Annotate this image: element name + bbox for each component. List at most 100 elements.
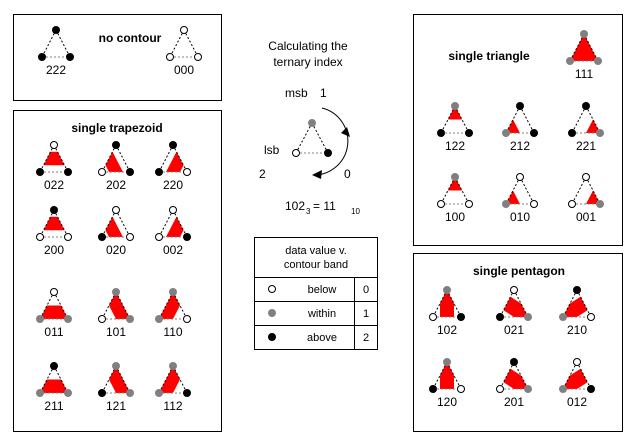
triangle-edge <box>569 33 585 62</box>
vertex-marker <box>112 288 120 296</box>
triangle-glyphs: 111 122 212 221 100 010 001 <box>437 30 604 224</box>
single-trapezoid-title: single trapezoid <box>71 121 162 135</box>
vertex-marker <box>64 233 72 241</box>
no-contour-title: no contour <box>99 31 162 45</box>
triangle-edge <box>499 289 515 318</box>
triangle-edge <box>183 29 199 58</box>
vertex-marker <box>524 385 532 393</box>
vertex-marker <box>502 200 510 208</box>
vertex-marker <box>496 385 504 393</box>
case-glyph: 110 <box>155 288 191 339</box>
vertex-marker <box>587 385 595 393</box>
vertex-marker <box>36 389 44 397</box>
vertex-marker <box>50 288 58 296</box>
vertex-marker <box>166 53 174 61</box>
triangle-edge <box>53 365 69 394</box>
vertex-marker <box>530 200 538 208</box>
case-code-label: 021 <box>504 323 524 337</box>
contour-fill-region <box>448 106 462 120</box>
triangle-edge <box>39 144 55 173</box>
triangle-edge <box>446 289 462 318</box>
triangle-edge <box>39 209 55 238</box>
vertex-marker <box>52 26 60 34</box>
vertex-marker <box>496 313 504 321</box>
vertex-marker <box>183 315 191 323</box>
triangle-edge <box>55 29 71 58</box>
case-code-label: 210 <box>567 323 587 337</box>
triangle-edge <box>101 144 117 173</box>
triangle-edge <box>39 365 55 394</box>
lsb-weight: 2 <box>259 167 266 181</box>
vertex-marker <box>169 288 177 296</box>
case-code-label: 000 <box>174 63 194 77</box>
ternary-index-explainer: Calculating the ternary index msb 1 lsb … <box>259 39 360 216</box>
legend-table: data value v. contour band below 0 within 1… <box>254 237 378 350</box>
vertex-marker <box>98 389 106 397</box>
case-glyph: 111 <box>566 30 602 81</box>
triangle-edge <box>169 29 185 58</box>
vertex-marker <box>510 286 518 294</box>
triangle-edge <box>158 144 174 173</box>
case-code-label: 221 <box>576 139 596 153</box>
vertex-marker <box>457 313 465 321</box>
example-base10-subscript: 10 <box>351 207 360 216</box>
legend-rows: below 0 within 1 above 2 <box>268 284 369 344</box>
case-glyph: 011 <box>36 288 72 339</box>
triangle-edge <box>513 361 529 390</box>
triangle-edge <box>454 105 470 134</box>
contour-fill-region <box>440 362 454 389</box>
triangle-edge <box>432 289 448 318</box>
triangle-edge <box>432 361 448 390</box>
triangle-edge <box>585 176 601 205</box>
case-code-label: 202 <box>106 178 126 192</box>
vertex-marker <box>98 315 106 323</box>
contour-fill-region <box>563 296 588 317</box>
case-glyph: 120 <box>429 358 465 409</box>
contour-fill-region <box>43 151 65 166</box>
triangle-edge <box>172 291 188 320</box>
case-code-label: 201 <box>504 395 524 409</box>
triangle-edge <box>446 361 462 390</box>
vertex-marker <box>36 168 44 176</box>
contour-fill-region <box>159 292 180 319</box>
vertex-marker <box>155 233 163 241</box>
legend-swatch <box>268 333 276 341</box>
case-glyph: 112 <box>155 362 191 413</box>
triangle-edge <box>295 122 313 154</box>
case-code-label: 111 <box>575 67 594 81</box>
vertex-marker <box>112 206 120 214</box>
triangle-edge <box>519 176 535 205</box>
triangle-edge <box>101 291 117 320</box>
case-glyph: 102 <box>429 286 465 337</box>
case-code-label: 220 <box>163 178 183 192</box>
vertex-marker <box>50 206 58 214</box>
case-code-label: 222 <box>46 63 66 77</box>
triangle-edge <box>101 209 117 238</box>
rotation-arrow <box>312 107 349 176</box>
vertex-marker <box>155 315 163 323</box>
vertex-marker <box>155 168 163 176</box>
vertex-marker <box>50 141 58 149</box>
triangle-edge <box>576 361 592 390</box>
legend-swatch <box>268 285 276 293</box>
contour-fill-region <box>506 119 520 133</box>
case-glyph: 100 <box>437 173 473 224</box>
vertex-marker <box>516 102 524 110</box>
vertex-marker <box>437 129 445 137</box>
triangle-edge <box>583 33 599 62</box>
vertex-marker <box>443 286 451 294</box>
contour-fill-region <box>563 368 588 389</box>
triangle-edge <box>115 209 131 238</box>
vertex-marker <box>64 315 72 323</box>
single-triangle-title: single triangle <box>448 49 530 63</box>
vertex-marker <box>559 313 567 321</box>
index-example-triangle <box>292 119 332 157</box>
case-code-label: 022 <box>44 178 64 192</box>
vertex-marker <box>465 200 473 208</box>
case-glyph: 101 <box>98 288 134 339</box>
vertex-marker <box>596 200 604 208</box>
triangle-edge <box>585 105 601 134</box>
vertex-marker <box>169 362 177 370</box>
example-equals: = 11 <box>313 199 336 213</box>
triangle-edge <box>505 176 521 205</box>
